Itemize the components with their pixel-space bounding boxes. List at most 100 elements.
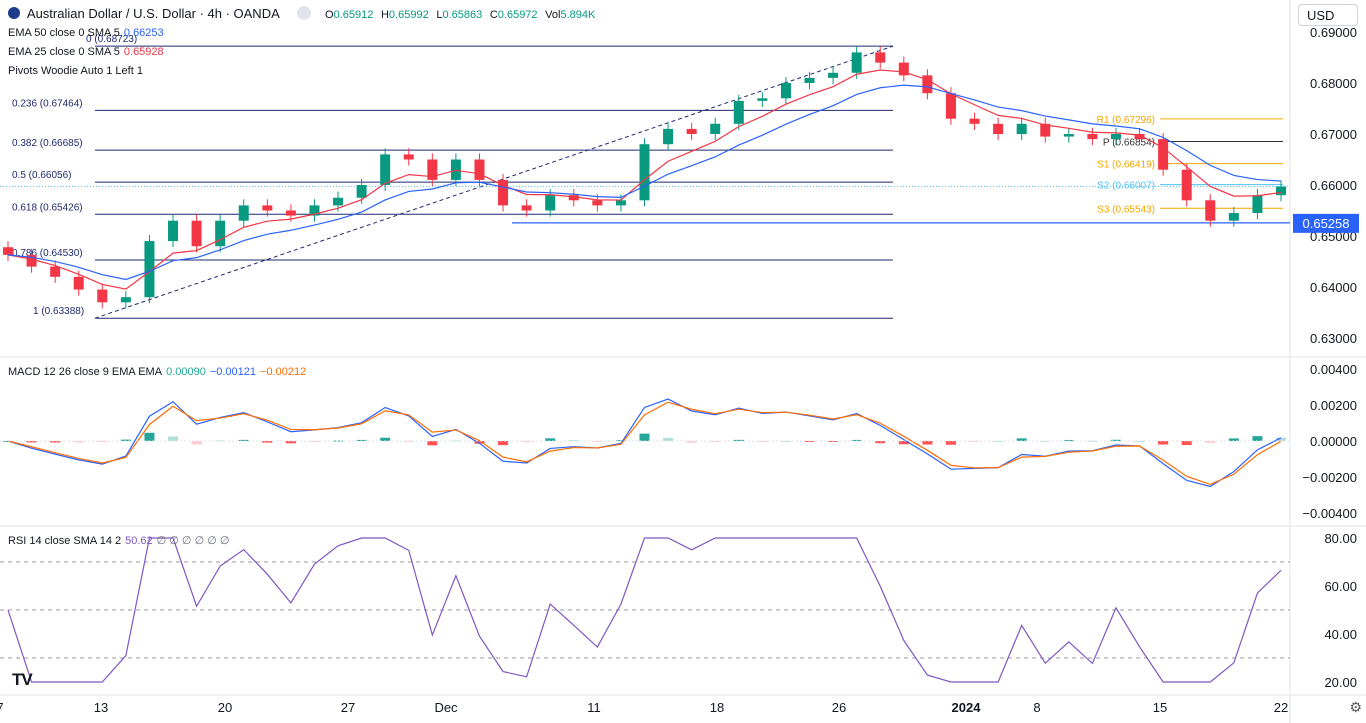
legend-ema25[interactable]: EMA 25 close 0 SMA 5 0.65928 [8, 46, 168, 58]
candle-body [3, 247, 13, 255]
rsi-tick-label: 60.00 [1324, 579, 1357, 594]
candle-body [639, 144, 650, 201]
candle-body [710, 123, 721, 134]
candle-body [545, 195, 556, 211]
candle-body [144, 241, 155, 298]
macd-histogram-bar [851, 439, 862, 441]
macd-histogram-bar [757, 441, 768, 442]
macd-histogram-bar [474, 441, 485, 444]
legend-macd[interactable]: MACD 12 26 close 9 EMA EMA 0.00090 −0.0012… [8, 366, 310, 378]
macd-histogram-bar [733, 439, 744, 441]
candle-body [474, 159, 485, 180]
price-tick-label: 0.69000 [1310, 25, 1357, 40]
macd-histogram-bar [1134, 440, 1145, 442]
gear-icon[interactable]: ⚙ [1349, 699, 1362, 715]
ema50-line [7, 84, 1282, 281]
price-tick-label: 0.67000 [1310, 127, 1357, 142]
rsi-tick-label: 20.00 [1324, 675, 1357, 690]
candle-body [262, 205, 273, 211]
candle-body [1252, 195, 1263, 214]
price-tick-label: 0.66000 [1310, 178, 1357, 193]
macd-histogram-bar [1110, 439, 1121, 441]
aud-flag-icon [8, 7, 20, 19]
support-price-badge [1293, 213, 1359, 233]
pivots-label: Pivots Woodie Auto 1 Left 1 [8, 65, 143, 77]
candle-body [898, 62, 909, 76]
macd-histogram-bar [545, 438, 556, 441]
macd-histogram-bar [73, 441, 84, 443]
fib-level-label: 0.786 (0.64530) [12, 248, 83, 259]
candle-body [97, 289, 108, 303]
macd-histogram-bar [1276, 437, 1286, 441]
candle-body [215, 220, 226, 247]
candle-body [568, 195, 579, 201]
candle-body [1016, 123, 1027, 134]
macd-histogram-bar [309, 441, 320, 442]
candle-body [1134, 134, 1145, 140]
macd-histogram-bar [993, 440, 1004, 442]
macd-histogram-bar [120, 439, 131, 441]
macd-hist-value: 0.00090 [166, 366, 206, 378]
candle-body [828, 72, 839, 78]
macd-histogram-bar [97, 441, 108, 443]
macd-histogram-bar [686, 441, 697, 443]
candle-body [73, 276, 84, 290]
tradingview-logo[interactable]: TV [12, 670, 33, 689]
price-tick-label: 0.64000 [1310, 280, 1357, 295]
time-tick-label: 18 [709, 700, 725, 715]
candle-body [26, 254, 37, 267]
macd-histogram-bar [898, 441, 909, 445]
candle-body [1087, 134, 1098, 140]
candle-body [403, 154, 414, 160]
macd-histogram-bar [875, 441, 886, 444]
macd-histogram-bar [191, 441, 202, 445]
time-tick-label: Dec [434, 700, 458, 715]
macd-tick-label: 0.00000 [1310, 434, 1357, 449]
candle-body [1228, 213, 1239, 221]
candle-body [922, 75, 933, 94]
candle-body [592, 200, 603, 206]
macd-histogram-bar [1063, 439, 1074, 441]
candle-body [1040, 123, 1051, 137]
candle-body [380, 154, 391, 185]
pivot-label: S1 (0.66419) [1097, 160, 1155, 171]
candle-body [238, 205, 249, 221]
macd-histogram-bar [380, 437, 391, 441]
ema50-value: 0.66253 [123, 27, 164, 39]
macd-histogram-bar [1016, 438, 1027, 441]
candle-body [663, 128, 674, 145]
candle-body [804, 77, 815, 83]
volume-value: 5.894K [560, 9, 596, 21]
fib-level-label: 0 (0.68723) [86, 34, 137, 45]
candle-body [120, 297, 131, 303]
candle-body [285, 210, 296, 216]
macd-histogram-bar [333, 440, 344, 442]
macd-histogram-bar [427, 441, 438, 446]
pivot-label: S2 (0.66007) [1097, 181, 1155, 192]
candle-body [875, 52, 886, 63]
macd-histogram-bar [450, 440, 461, 442]
candle-body [1276, 186, 1286, 196]
macd-histogram-bar [710, 441, 721, 443]
pivot-label: S3 (0.65543) [1097, 204, 1155, 215]
ema25-line [7, 69, 1282, 290]
macd-histogram-bar [26, 441, 37, 443]
macd-tick-label: −0.00400 [1302, 506, 1357, 521]
candle-body [498, 179, 509, 206]
collapse-button[interactable] [297, 6, 312, 20]
candle-body [168, 220, 179, 242]
candle-body [191, 220, 202, 247]
currency-select[interactable]: USD [1298, 4, 1358, 26]
legend-pivots[interactable]: Pivots Woodie Auto 1 Left 1 [8, 65, 147, 77]
macd-tick-label: 0.00400 [1310, 362, 1357, 377]
close-value: 0.65972 [497, 9, 538, 21]
pivot-label: P (0.66854) [1103, 137, 1155, 148]
candle-body [1110, 134, 1121, 140]
legend-rsi[interactable]: RSI 14 close SMA 14 2 50.62 ∅ ∅ ∅ ∅ ∅ ∅ [8, 534, 233, 547]
candle-body [1181, 169, 1192, 201]
ema50-label: EMA 50 close 0 SMA 5 [8, 27, 120, 39]
legend-ema50[interactable]: EMA 50 close 0 SMA 5 0.66253 [8, 27, 168, 39]
candle-body [309, 205, 320, 216]
macd-histogram-bar [945, 441, 956, 445]
